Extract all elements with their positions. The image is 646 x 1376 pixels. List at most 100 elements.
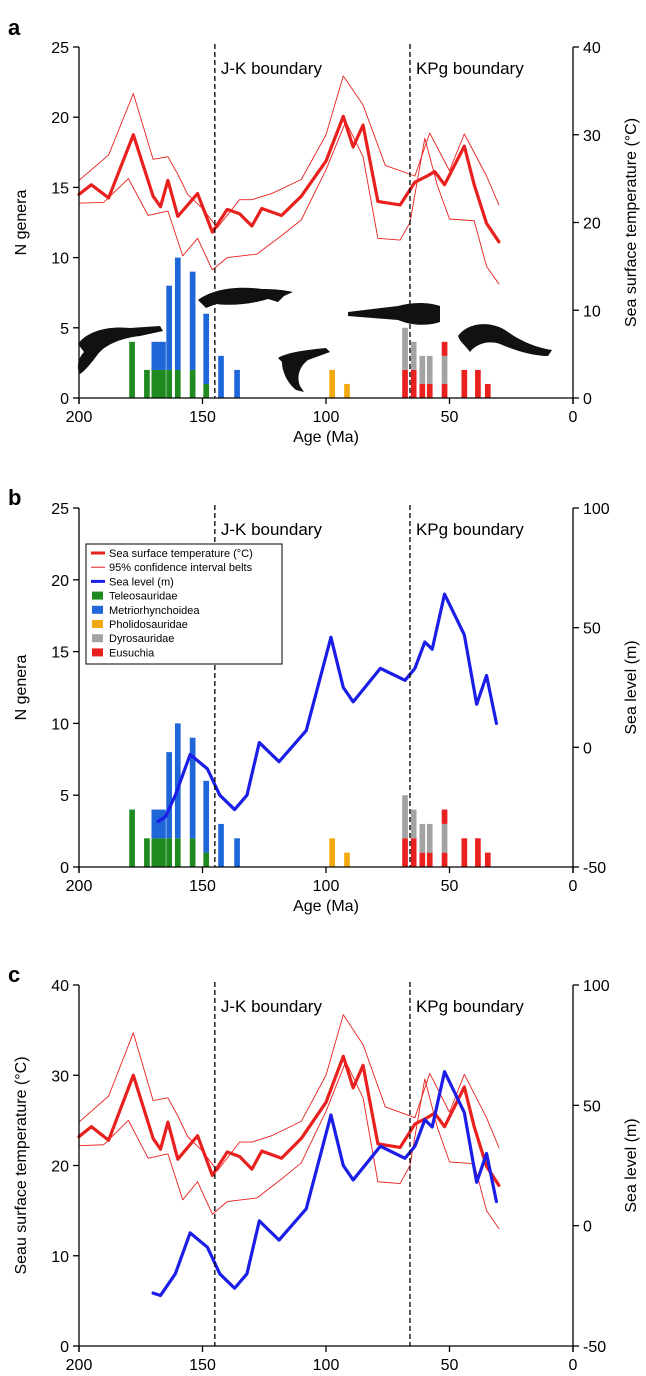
bar-17-segment-2 xyxy=(441,809,448,824)
bar-7-segment-1 xyxy=(189,271,196,370)
boundary-label: J-K boundary xyxy=(221,997,323,1016)
y-left-tick-label: 15 xyxy=(51,180,69,197)
x-tick-label: 150 xyxy=(189,1357,216,1374)
bar-2-segment-1 xyxy=(151,809,158,839)
x-tick-label: 0 xyxy=(569,878,578,895)
bar-20-segment-0 xyxy=(484,852,491,867)
y-left-tick-label: 0 xyxy=(60,860,69,877)
sea-level-line xyxy=(151,1070,499,1298)
x-tick-label: 100 xyxy=(313,1357,340,1374)
bar-3-segment-0 xyxy=(155,369,161,398)
bar-11-segment-0 xyxy=(329,838,336,867)
bar-4-segment-0 xyxy=(160,369,166,398)
bar-group xyxy=(129,257,491,398)
bar-18-segment-0 xyxy=(461,369,468,398)
y-right-tick-label: -50 xyxy=(583,860,606,877)
legend-item-label: Sea surface temperature (°C) xyxy=(109,548,253,560)
y-left-tick-label: 20 xyxy=(51,1159,69,1176)
y-left-tick-label: 10 xyxy=(51,716,69,733)
bar-5-segment-1 xyxy=(166,285,172,370)
bar-7-segment-0 xyxy=(189,369,196,398)
legend-swatch xyxy=(92,591,103,600)
bar-15-segment-0 xyxy=(419,383,426,398)
y-left-tick-label: 20 xyxy=(51,573,69,590)
y-left-tick-label: 0 xyxy=(60,1339,69,1356)
bar-18-segment-0 xyxy=(461,838,468,867)
legend-box xyxy=(85,543,283,665)
bar-5-segment-0 xyxy=(166,369,172,398)
boundary-label: KPg boundary xyxy=(416,997,524,1016)
y-left-axis-title: Seau surface temperature (°C) xyxy=(13,1056,30,1274)
bar-17-segment-1 xyxy=(441,355,448,384)
x-tick-label: 200 xyxy=(66,409,93,426)
bar-4-segment-1 xyxy=(160,341,166,370)
y-right-tick-label: 50 xyxy=(583,1098,601,1115)
bar-13-segment-0 xyxy=(402,369,408,398)
y-left-axis-title: N genera xyxy=(13,654,30,720)
bar-3-segment-0 xyxy=(155,838,161,867)
bar-0-segment-0 xyxy=(129,809,135,867)
x-tick-label: 150 xyxy=(189,409,216,426)
y-left-tick-label: 20 xyxy=(51,110,69,127)
bar-8-segment-1 xyxy=(203,780,210,853)
bar-14-segment-0 xyxy=(410,369,417,398)
y-right-tick-label: 0 xyxy=(583,1219,592,1236)
legend-swatch xyxy=(92,634,103,643)
bar-13-segment-0 xyxy=(402,838,408,867)
boundary-label: J-K boundary xyxy=(221,520,323,539)
y-left-tick-label: 40 xyxy=(51,978,69,995)
bar-15-segment-0 xyxy=(419,852,426,867)
bar-10-segment-0 xyxy=(234,369,240,398)
sst-line xyxy=(77,114,501,244)
x-tick-label: 200 xyxy=(66,878,93,895)
bar-14-segment-1 xyxy=(410,809,417,839)
bar-7-segment-1 xyxy=(189,737,196,839)
x-tick-label: 50 xyxy=(441,878,459,895)
bar-17-segment-0 xyxy=(441,383,448,398)
bar-1-segment-0 xyxy=(144,838,150,867)
bar-5-segment-1 xyxy=(166,752,172,839)
bar-3-segment-1 xyxy=(155,809,161,839)
sst-lower-line xyxy=(78,121,500,285)
bar-5-segment-0 xyxy=(166,838,172,867)
bar-6-segment-1 xyxy=(174,723,181,839)
x-tick-label: 150 xyxy=(189,878,216,895)
bar-14-segment-1 xyxy=(410,341,417,370)
legend: Sea surface temperature (°C) 95% confiden… xyxy=(85,543,283,665)
x-tick-label: 100 xyxy=(313,409,340,426)
boundary-label: KPg boundary xyxy=(416,520,524,539)
bar-17-segment-0 xyxy=(441,852,448,867)
bar-13-segment-1 xyxy=(402,327,408,370)
y-left-tick-label: 15 xyxy=(51,645,69,662)
legend-item-label: Eusuchia xyxy=(109,647,155,659)
x-tick-label: 0 xyxy=(569,409,578,426)
y-right-tick-label: 0 xyxy=(583,740,592,757)
boundary-label: J-K boundary xyxy=(221,59,323,78)
x-axis-title: Age (Ma) xyxy=(293,898,359,915)
y-right-tick-label: 30 xyxy=(583,128,601,145)
x-tick-label: 100 xyxy=(313,878,340,895)
y-right-axis-title: Sea surface temperature (°C) xyxy=(623,118,640,327)
bar-15-segment-1 xyxy=(419,823,426,853)
legend-item-label: Dyrosauridae xyxy=(109,633,174,645)
legend-swatch xyxy=(92,648,103,657)
bar-19-segment-0 xyxy=(475,838,481,867)
bar-12-segment-0 xyxy=(344,383,350,398)
y-right-tick-label: 20 xyxy=(583,216,601,233)
sea-level-line xyxy=(156,592,499,824)
bar-16-segment-1 xyxy=(426,355,433,384)
bar-8-segment-0 xyxy=(203,852,210,867)
legend-swatch xyxy=(92,620,103,628)
bar-9-segment-0 xyxy=(218,823,224,867)
bar-17-segment-1 xyxy=(441,823,448,853)
bar-16-segment-0 xyxy=(426,383,433,398)
panel-letter: a xyxy=(8,15,21,40)
bar-11-segment-0 xyxy=(329,369,336,398)
crocodyliform-silhouette-5 xyxy=(458,324,552,356)
sst-upper-line xyxy=(78,75,500,229)
y-right-axis-title: Sea level (m) xyxy=(623,640,640,734)
y-left-axis-title: N genera xyxy=(13,189,30,255)
